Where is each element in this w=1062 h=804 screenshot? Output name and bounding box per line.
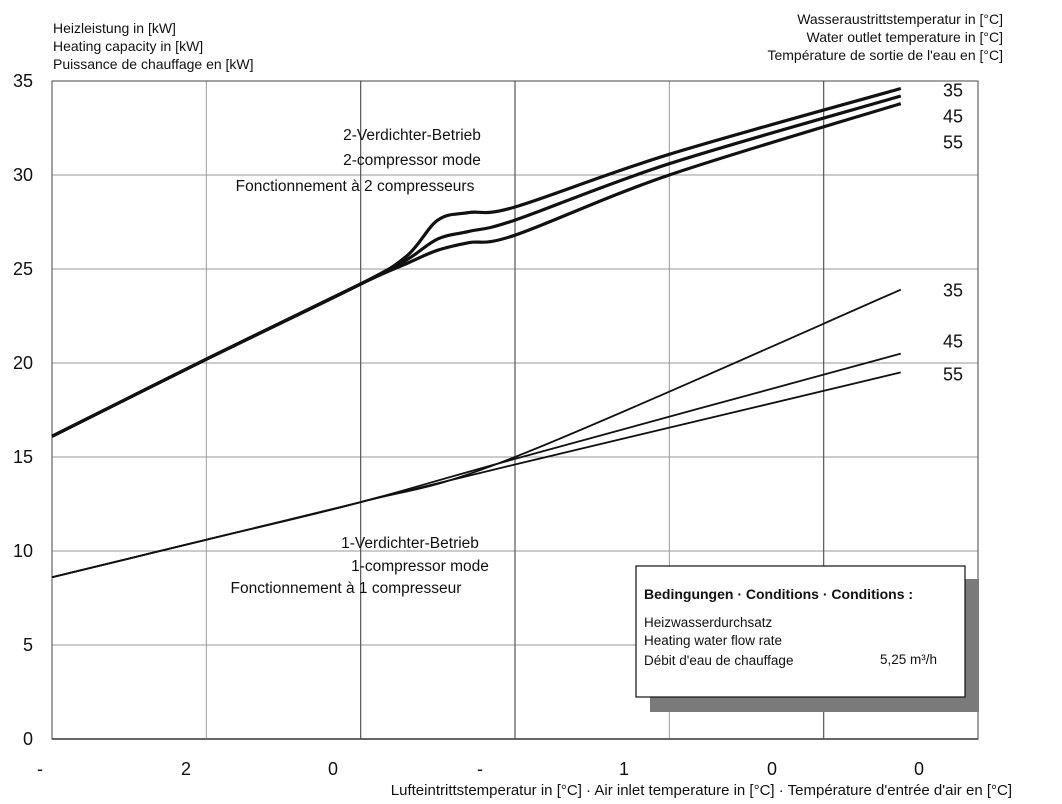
series-label-2comp-55: 55 — [943, 133, 963, 153]
group-2-label-en: 2-compressor mode — [343, 152, 481, 169]
series-line-1comp-55 — [51, 371, 902, 579]
y-tick-labels: 0 5 10 15 20 25 30 35 — [13, 71, 33, 749]
y-tick-label: 35 — [13, 71, 33, 91]
series-label-1comp-35: 35 — [943, 281, 963, 301]
y-tick-label: 5 — [23, 635, 33, 655]
group-2-label-fr: Fonctionnement à 2 compresseurs — [236, 178, 475, 195]
y-tick-label: 15 — [13, 447, 33, 467]
conditions-value: 5,25 m³/h — [880, 652, 937, 667]
conditions-title: Bedingungen · Conditions · Conditions : — [644, 586, 913, 602]
y-tick-label: 10 — [13, 541, 33, 561]
series-lines — [51, 86, 902, 579]
group-2-label-de: 2-Verdichter-Betrieb — [343, 127, 481, 144]
y-tick-label: 0 — [23, 729, 33, 749]
series-header-de: Wasseraustrittstemperatur in [°C] — [797, 11, 1003, 27]
group-1-label-en: 1-compressor mode — [351, 558, 489, 575]
y-axis-title-en: Heating capacity in [kW] — [53, 38, 203, 54]
x-tick-label: 0 — [914, 759, 924, 779]
series-label-1comp-55: 55 — [943, 364, 963, 384]
group-1-label-fr: Fonctionnement à 1 compresseur — [231, 580, 462, 597]
conditions-line-fr: Débit d'eau de chauffage — [644, 653, 793, 668]
series-label-2comp-35: 35 — [943, 81, 963, 101]
series-line-2comp-45 — [51, 94, 902, 438]
conditions-line-de: Heizwasserdurchsatz — [644, 615, 773, 630]
y-tick-label: 25 — [13, 259, 33, 279]
y-axis-title-fr: Puissance de chauffage en [kW] — [53, 56, 254, 72]
plot-frame — [51, 80, 979, 740]
conditions-box: Bedingungen · Conditions · Conditions : … — [635, 565, 979, 712]
y-axis-title-de: Heizleistung in [kW] — [53, 20, 176, 36]
series-label-1comp-45: 45 — [943, 332, 963, 352]
x-tick-label: 1 — [619, 759, 629, 779]
x-tick-label: - — [37, 759, 43, 779]
series-label-2comp-45: 45 — [943, 107, 963, 127]
x-tick-label: 0 — [328, 759, 338, 779]
x-tick-label: 2 — [181, 759, 191, 779]
y-tick-label: 30 — [13, 165, 33, 185]
conditions-line-en: Heating water flow rate — [644, 633, 782, 648]
conditions-box-panel — [635, 565, 966, 698]
group-1-label-de: 1-Verdichter-Betrieb — [341, 535, 479, 552]
x-tick-label: - — [477, 759, 483, 779]
y-tick-label: 20 — [13, 353, 33, 373]
x-tick-label: 0 — [767, 759, 777, 779]
series-line-2comp-55 — [51, 102, 902, 438]
x-tick-labels: - 2 0 - 1 0 0 — [37, 759, 924, 779]
series-header-en: Water outlet temperature in [°C] — [807, 29, 1004, 45]
x-axis-title: Lufteintrittstemperatur in [°C] · Air in… — [391, 782, 1012, 799]
series-header-fr: Température de sortie de l'eau en [°C] — [767, 47, 1003, 63]
series-labels: 35 45 55 35 45 55 — [943, 81, 963, 385]
